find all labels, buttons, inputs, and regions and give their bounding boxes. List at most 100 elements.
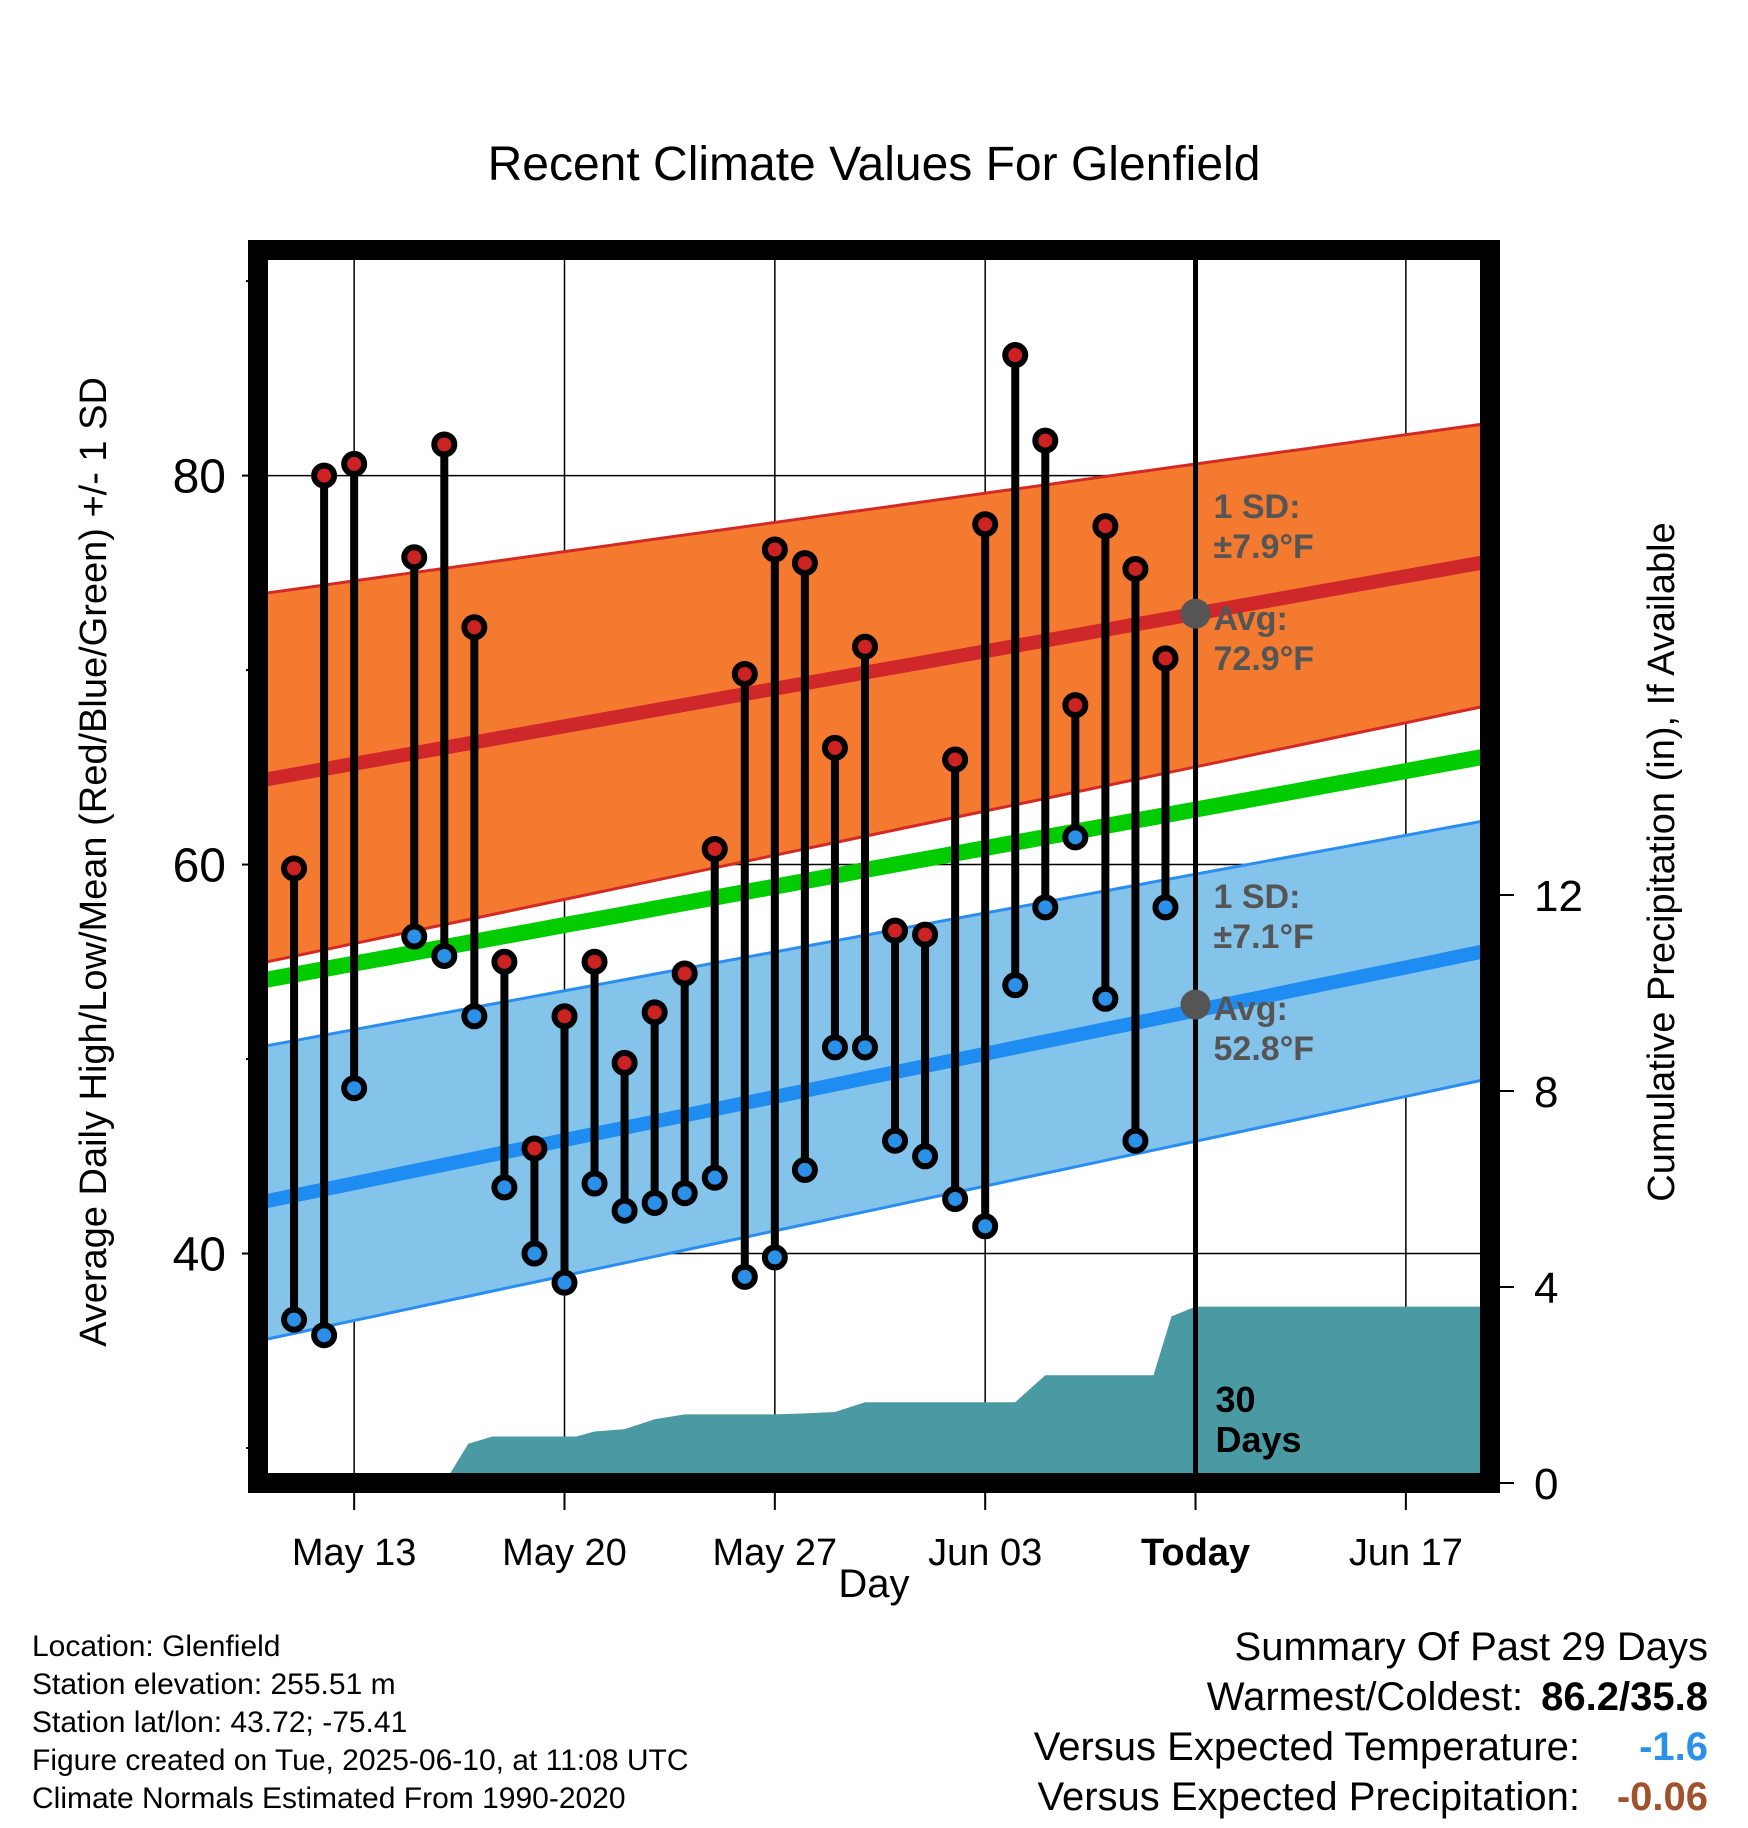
daily-low-point [761,1244,788,1271]
daily-high-point [401,544,428,571]
y-axis-label: Average Daily High/Low/Mean (Red/Blue/Gr… [73,377,115,1347]
y-tick-label: 40 [173,1229,226,1282]
high-sd-value: ±7.9°F [1214,528,1314,566]
days-count-label: 30 [1216,1379,1256,1420]
daily-low-point [581,1170,608,1197]
temp-anomaly-value: -1.6 [1639,1725,1708,1769]
high-sd-label: 1 SD: [1214,488,1301,526]
x-tick-label: May 20 [502,1532,627,1574]
low-sd-value: ±7.1°F [1214,918,1314,956]
daily-high-point [341,450,368,477]
daily-high-point [491,948,518,975]
daily-low-point [341,1075,368,1102]
daily-high-point [551,1003,578,1030]
daily-low-point [912,1143,939,1170]
daily-low-point [521,1240,548,1267]
daily-high-point [281,855,308,882]
daily-high-point [311,462,338,489]
daily-low-point [1122,1127,1149,1154]
y2-tick-label: 0 [1534,1460,1558,1509]
daily-low-point [551,1269,578,1296]
daily-high-point [1152,645,1179,672]
summary-title: Summary Of Past 29 Days [1234,1625,1708,1669]
chart-title: Recent Climate Values For Glenfield [488,138,1261,191]
y2-axis-label: Cumulative Precipitation (in), If Availa… [1641,522,1683,1201]
daily-high-point [912,921,939,948]
extremes-label: Warmest/Coldest: [1206,1675,1524,1719]
x-tick-label: Jun 17 [1349,1532,1463,1574]
daily-low-point [821,1034,848,1061]
y2-tick-label: 8 [1534,1068,1558,1117]
low-sd-label: 1 SD: [1214,878,1301,916]
y-tick-label: 80 [173,451,226,504]
daily-high-point [1002,342,1029,369]
high-avg-label: Avg: [1214,600,1288,638]
daily-high-point [942,746,969,773]
elevation-text: Station elevation: 255.51 m [32,1668,396,1701]
daily-low-point [461,1003,488,1030]
precip-anomaly-value: -0.06 [1616,1775,1708,1819]
daily-high-point [1032,427,1059,454]
high-sd-lower-line [257,703,1491,966]
location-text: Location: Glenfield [32,1630,281,1663]
daily-low-point [641,1189,668,1216]
daily-low-point [491,1174,518,1201]
daily-high-point [791,550,818,577]
high-sd-band [258,423,1490,964]
high-avg-value: 72.9°F [1214,640,1315,678]
y-tick-label: 60 [173,840,226,893]
daily-high-point [611,1049,638,1076]
x-tick-label: May 27 [713,1532,838,1574]
daily-low-point [281,1306,308,1333]
latlon-text: Station lat/lon: 43.72; -75.41 [32,1706,408,1739]
normals-text: Climate Normals Estimated From 1990-2020 [32,1782,626,1815]
summary-panel: Summary Of Past 29 Days Warmest/Coldest:… [1034,1622,1708,1822]
daily-high-point [821,734,848,761]
low-sd-lower-line [257,1077,1491,1343]
climate-chart: Recent Climate Values For Glenfield 1 SD… [73,138,1683,1606]
avg-high-line [256,554,1492,788]
daily-high-point [521,1135,548,1162]
avg-low-line [256,943,1492,1210]
y2-tick-label: 4 [1534,1264,1558,1313]
y2-tick-label: 12 [1534,872,1583,921]
daily-low-point [942,1186,969,1213]
daily-high-point [461,614,488,641]
daily-high-point [972,511,999,538]
daily-low-point [851,1034,878,1061]
daily-high-point [581,948,608,975]
station-info: Location: Glenfield Station elevation: 2… [32,1628,689,1818]
daily-low-point [972,1213,999,1240]
x-tick-label: Jun 03 [928,1532,1042,1574]
x-tick-label-today: Today [1141,1532,1250,1574]
temp-label: Versus Expected Temperature: [1033,1725,1580,1769]
daily-high-point [1062,692,1089,719]
precip-area [444,1306,1490,1483]
daily-high-point [1092,513,1119,540]
x-axis-label: Day [838,1562,909,1606]
daily-high-point [731,660,758,687]
daily-high-point [431,431,458,458]
daily-low-point [671,1180,698,1207]
daily-low-point [731,1263,758,1290]
plot-frame [248,240,1500,1493]
daily-low-point [791,1156,818,1183]
daily-low-point [311,1322,338,1349]
avg-mean-line [256,747,1492,990]
daily-low-point [1062,824,1089,851]
daily-low-point [1032,894,1059,921]
summary-temp: Versus Expected Temperature: -1.6 [1034,1722,1708,1772]
extremes-value: 86.2/35.8 [1541,1675,1708,1719]
created-text: Figure created on Tue, 2025-06-10, at 11… [32,1744,689,1777]
today-avg-high-marker [1180,598,1211,629]
low-avg-value: 52.8°F [1214,1030,1315,1068]
today-avg-low-marker [1180,989,1211,1020]
daily-high-point [761,536,788,563]
daily-high-point [1122,555,1149,582]
daily-low-point [401,923,428,950]
daily-low-point [701,1164,728,1191]
days-word-label: Days [1216,1419,1302,1460]
daily-high-point [671,960,698,987]
high-sd-upper-line [257,421,1491,596]
